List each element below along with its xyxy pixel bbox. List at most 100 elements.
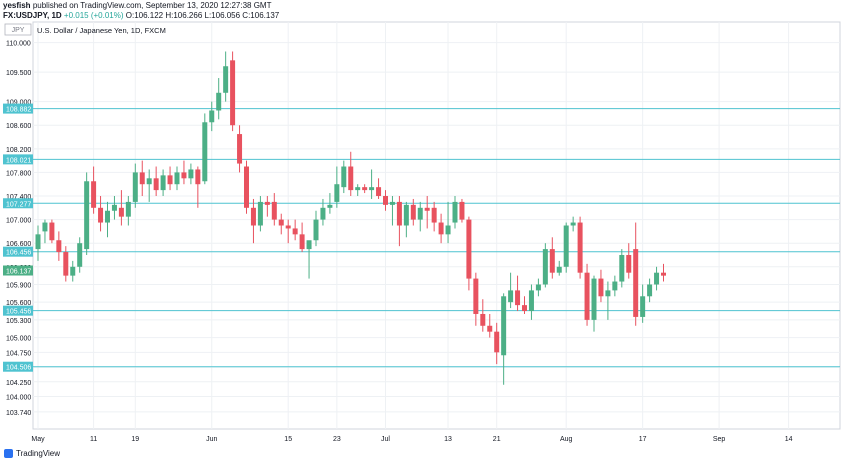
candle-body: [264, 201, 270, 205]
candle-body: [452, 201, 458, 223]
candle-body: [111, 204, 117, 211]
candle-body: [125, 201, 131, 217]
candle-body: [70, 266, 76, 276]
candle-body: [341, 166, 347, 188]
plot-area[interactable]: [32, 21, 841, 430]
y-tick-label: 104.250: [6, 380, 31, 387]
candle-body: [612, 281, 618, 291]
candle-body: [160, 175, 166, 191]
candle-body: [424, 207, 430, 211]
candle-body: [49, 222, 55, 241]
candle-body: [285, 225, 291, 229]
candle-body: [362, 187, 368, 191]
level-price-tag: [3, 103, 33, 114]
candle-body: [167, 175, 173, 185]
y-tick-label: 108.600: [6, 123, 31, 130]
candle-body: [389, 201, 395, 205]
candle-body: [473, 278, 479, 314]
candle-body: [334, 184, 340, 202]
published-text: published on TradingView.com, September …: [32, 1, 272, 10]
candle-body: [202, 122, 208, 182]
symbol-label: FX:USDJPY, 1D: [3, 11, 62, 20]
price-change: +0.015 (+0.01%): [63, 11, 124, 20]
candle-body: [577, 222, 583, 273]
publish-info: yesfish published on TradingView.com, Se…: [3, 1, 271, 10]
candle-body: [494, 331, 500, 353]
footer: TradingView: [4, 449, 60, 458]
author-name: yesfish: [3, 1, 31, 10]
candle-body: [223, 66, 229, 93]
candle-body: [417, 207, 423, 220]
candle-body: [320, 207, 326, 220]
candle-body: [271, 201, 277, 220]
y-tick-label: 105.000: [6, 336, 31, 343]
y-tick-label: 107.400: [6, 194, 31, 201]
candle-body: [327, 204, 333, 208]
candle-body: [619, 254, 625, 282]
candle-body: [528, 290, 534, 312]
candle-body: [63, 252, 69, 276]
candle-body: [403, 204, 409, 226]
candle-body: [369, 187, 375, 191]
candle-body: [98, 207, 104, 223]
candle-body: [459, 201, 465, 220]
candle-body: [132, 172, 138, 202]
candle-body: [257, 201, 263, 226]
candle-body: [35, 234, 41, 250]
candle-body: [396, 201, 402, 226]
price-axis: 103.740104.000104.250104.500104.750105.0…: [3, 41, 33, 417]
x-tick-label: Jun: [206, 436, 217, 443]
candle-body: [174, 172, 180, 185]
x-tick-label: 13: [444, 436, 452, 443]
currency-tag-box: [4, 23, 32, 36]
y-tick-label: 110.000: [6, 41, 31, 48]
candle-body: [139, 172, 145, 185]
candle-body: [77, 243, 83, 267]
candle-body: [515, 290, 521, 306]
candle-body: [549, 249, 555, 273]
candle-body: [466, 219, 472, 279]
x-tick-label: 14: [785, 436, 793, 443]
chart-title: U.S. Dollar / Japanese Yen, 1D, FXCM: [37, 26, 166, 35]
candle-body: [556, 266, 562, 273]
candle-body: [563, 225, 569, 267]
y-tick-label: 109.500: [6, 70, 31, 77]
candle-body: [153, 178, 159, 191]
last-price-tag: [3, 265, 33, 276]
candle-body: [118, 207, 124, 217]
candle-body: [188, 169, 194, 179]
candle-body: [42, 222, 48, 232]
candle-body: [654, 272, 660, 285]
candle-body: [91, 181, 97, 208]
candle-body: [598, 278, 604, 297]
candle-body: [605, 290, 611, 297]
level-price-label: 105.456: [6, 309, 31, 316]
candle-body: [299, 234, 305, 250]
y-tick-label: 106.600: [6, 241, 31, 248]
candle-body: [237, 134, 243, 164]
level-price-label: 104.506: [6, 365, 31, 372]
candle-body: [355, 187, 361, 191]
candle-body: [535, 284, 541, 291]
level-price-tag: [3, 305, 33, 316]
candle-body: [348, 166, 354, 191]
candle-body: [306, 240, 312, 250]
candle-body: [661, 272, 666, 276]
tradingview-logo-icon: [4, 449, 13, 458]
y-tick-label: 109.000: [6, 100, 31, 107]
candle-body: [292, 228, 298, 235]
candle-body: [209, 110, 215, 123]
x-tick-label: Sep: [713, 436, 726, 443]
y-tick-label: 105.600: [6, 300, 31, 307]
candle-body: [278, 219, 284, 226]
candle-body: [542, 249, 548, 285]
y-tick-label: 108.200: [6, 147, 31, 154]
x-tick-label: 11: [90, 436, 97, 443]
symbol-info: FX:USDJPY, 1D +0.015 (+0.01%) O:106.122 …: [3, 11, 279, 20]
horizontal-levels: [33, 108, 840, 368]
level-price-tag: [3, 246, 33, 257]
y-tick-label: 105.900: [6, 282, 31, 289]
candle-body: [647, 284, 653, 297]
candle-body: [410, 204, 416, 220]
